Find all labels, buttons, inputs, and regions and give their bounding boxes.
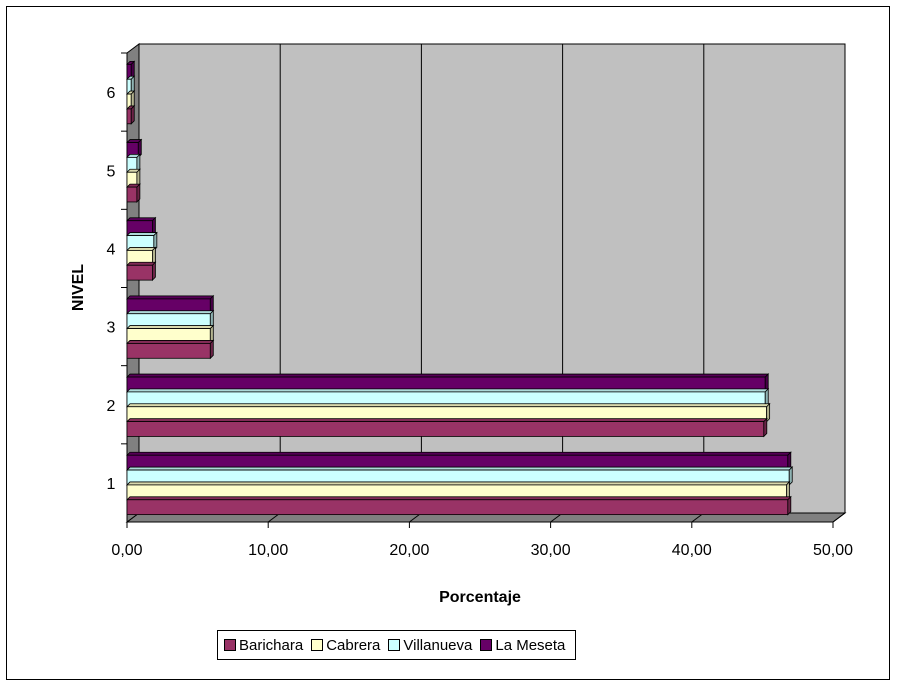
bar-top [126,418,768,423]
bar-top [126,217,157,222]
chart-frame: 0,00 10,00 20,00 30,00 40,00 50,00 1 2 3 4 5 6 Porce… [6,6,890,680]
plot-wall [138,43,846,514]
legend-label: La Meseta [495,636,566,654]
x-tick-label: 30,00 [531,542,571,559]
x-tick-label: 0,00 [111,542,142,559]
bar-barichara [126,421,765,437]
bar-top [126,261,157,266]
bar-barichara [126,186,138,203]
bar-barichara [126,343,211,359]
y-tick-label: 6 [107,85,116,102]
bar-top [126,466,794,471]
bar-top [126,481,791,486]
bar-top [126,403,771,408]
bar-top [126,340,215,344]
legend-item: Barichara [224,637,303,654]
bar-barichara [126,108,132,125]
legend-swatch [388,639,401,651]
bar-side [209,339,214,360]
bar-top [126,451,792,456]
bar-top [126,496,792,501]
bar-side [153,231,158,252]
chart-svg: 0,00 10,00 20,00 30,00 40,00 50,00 1 2 3 4 5 6 Porce… [70,43,853,606]
bar-side [137,138,142,159]
legend-swatch [480,639,493,651]
y-tick-label: 2 [107,398,116,415]
x-axis-title: Porcentaje [439,589,521,606]
bar-top [126,295,215,300]
x-tick-label: 40,00 [672,542,712,559]
x-tick-label: 20,00 [389,542,429,559]
legend-label: Villanueva [403,636,473,654]
bar-top [126,247,157,251]
bar-side [763,417,768,438]
x-tick-label: 50,00 [813,542,853,559]
legend-item: La Meseta [480,637,565,654]
bar-barichara [126,499,789,516]
y-tick-label: 4 [107,241,116,258]
legend-label: Barichara [239,636,304,654]
y-tick-label: 3 [107,320,116,337]
bar-side [152,261,156,282]
bar-top [126,325,215,329]
legend-swatch [224,639,236,651]
y-axis-title: NIVEL [70,264,87,311]
legend: Barichara Cabrera Villanueva La Meseta [217,630,577,660]
bar-top [126,388,770,393]
bar-side [788,466,793,486]
bar-side [766,402,771,423]
bar-top [126,310,215,315]
bar-side [787,495,792,516]
x-tick-label: 10,00 [248,542,288,559]
bar-side [136,183,141,203]
legend-swatch [311,639,324,651]
y-tick-label: 1 [107,476,116,493]
y-tick-label: 5 [107,163,116,180]
gridline-floor [832,512,846,523]
bar-top [126,232,158,236]
bar-barichara [126,264,153,281]
bar-side [130,104,135,125]
legend-item: Cabrera [311,637,380,654]
bar-top [126,373,770,378]
legend-item: Villanueva [388,637,472,654]
legend-label: Cabrera [326,636,381,654]
